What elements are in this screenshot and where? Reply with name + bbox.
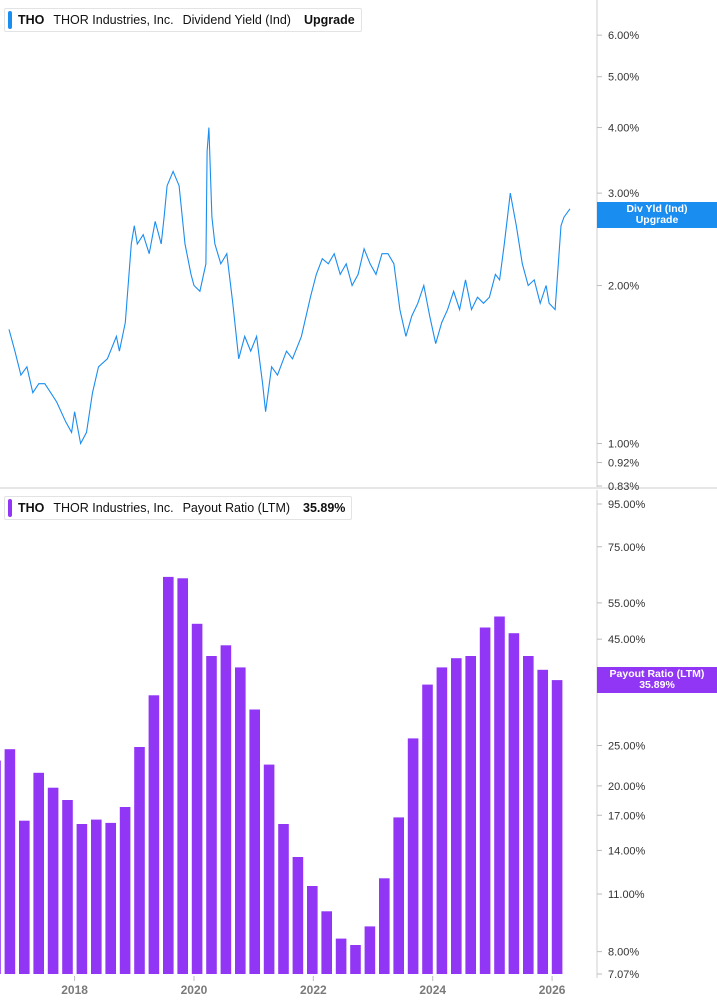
dividend-yield-tag-label: Div Yld (Ind) [626,203,688,215]
payout-bar [105,822,116,974]
payout-bar [407,738,419,974]
payout-bar [76,824,88,974]
bottom-y-tick-label: 45.00% [608,634,646,646]
payout-ratio-tag-label: Payout Ratio (LTM) [609,668,705,680]
payout-bar [33,772,44,974]
top-legend: THO THOR Industries, Inc. Dividend Yield… [4,8,362,32]
payout-bar [19,820,30,974]
bottom-y-tick-label: 95.00% [608,499,646,511]
payout-bar [335,938,347,974]
top-y-tick-label: 5.00% [608,72,639,84]
payout-bar [220,645,232,974]
x-tick-label: 2022 [300,983,327,997]
payout-bar [393,817,404,974]
bottom-y-tick-label: 55.00% [608,598,646,610]
payout-bar [62,800,73,974]
bottom-y-tick-label: 17.00% [608,810,646,822]
bottom-y-axis: 95.00% 75.00% 55.00% 45.00% 25.00% 20.00% 17.0… [597,499,646,981]
bottom-y-tick-label: 25.00% [608,741,646,753]
payout-bar [191,623,203,974]
x-tick-label: 2020 [181,983,208,997]
payout-bar [278,824,289,974]
payout-bar [292,857,304,974]
payout-bar [307,886,318,974]
payout-bar [206,656,217,974]
payout-bar [379,878,390,974]
bottom-y-tick-label: 75.00% [608,542,646,554]
payout-bar [4,749,16,974]
payout-bar [134,747,145,974]
dividend-yield-tag-value: Upgrade [635,214,679,226]
bottom-y-tick-label: 14.00% [608,845,646,857]
x-tick-label: 2018 [61,983,88,997]
dividend-yield-line [8,127,571,446]
top-y-axis: 6.00% 5.00% 4.00% 3.00% 2.00% 1.00% 0.92% 0.83% [597,30,639,493]
payout-bar [91,819,102,974]
top-y-tick-label: 3.00% [608,188,639,200]
payout-bar [508,633,520,974]
top-legend-swatch [8,11,12,29]
dividend-yield-price-tag[interactable]: Div Yld (Ind) Upgrade [597,202,717,228]
bottom-y-tick-label: 7.07% [608,969,639,981]
top-legend-metric: Dividend Yield (Ind) [182,13,291,27]
bottom-y-tick-label: 11.00% [608,889,645,901]
top-y-tick-label: 0.83% [608,481,639,493]
payout-bar [465,656,476,974]
payout-bar [422,684,433,974]
top-y-tick-label: 1.00% [608,439,639,451]
payout-ratio-bars [0,576,563,974]
payout-bar [235,667,246,974]
payout-bar [163,576,174,974]
bottom-legend-company: THOR Industries, Inc. [53,501,174,515]
top-legend-value[interactable]: Upgrade [303,13,355,27]
payout-bar [551,680,563,974]
payout-bar [47,787,59,974]
payout-bar [537,669,548,974]
payout-ratio-price-tag: Payout Ratio (LTM) 35.89% [597,667,717,693]
bottom-legend-swatch [8,499,12,517]
top-y-tick-label: 2.00% [608,281,639,293]
payout-bar [479,627,491,974]
bottom-y-tick-label: 20.00% [608,781,646,793]
payout-bar [494,616,505,974]
x-tick-label: 2024 [419,983,446,997]
payout-bar [523,656,534,974]
bottom-legend-value: 35.89% [303,501,346,515]
payout-bar [436,667,448,974]
payout-bar [364,926,376,974]
payout-ratio-tag-value: 35.89% [639,679,675,691]
payout-bar [263,764,275,974]
x-axis: 2018 2020 2022 2024 2026 [61,976,566,997]
bottom-legend: THO THOR Industries, Inc. Payout Ratio (… [4,496,353,520]
top-y-tick-label: 4.00% [608,123,639,135]
bottom-legend-ticker: THO [18,501,45,515]
payout-bar [451,658,462,974]
payout-bar [148,695,160,974]
bottom-y-tick-label: 8.00% [608,947,639,959]
payout-bar [119,807,131,974]
top-legend-company: THOR Industries, Inc. [53,13,174,27]
bottom-legend-metric: Payout Ratio (LTM) [182,501,291,515]
payout-bar [321,911,332,974]
x-tick-label: 2026 [539,983,566,997]
top-legend-ticker: THO [18,13,45,27]
payout-bar [350,945,361,974]
payout-bar [0,760,1,974]
payout-bar [177,578,188,974]
payout-bar [249,709,260,974]
top-y-tick-label: 6.00% [608,30,639,42]
top-y-tick-label: 0.92% [608,458,639,470]
